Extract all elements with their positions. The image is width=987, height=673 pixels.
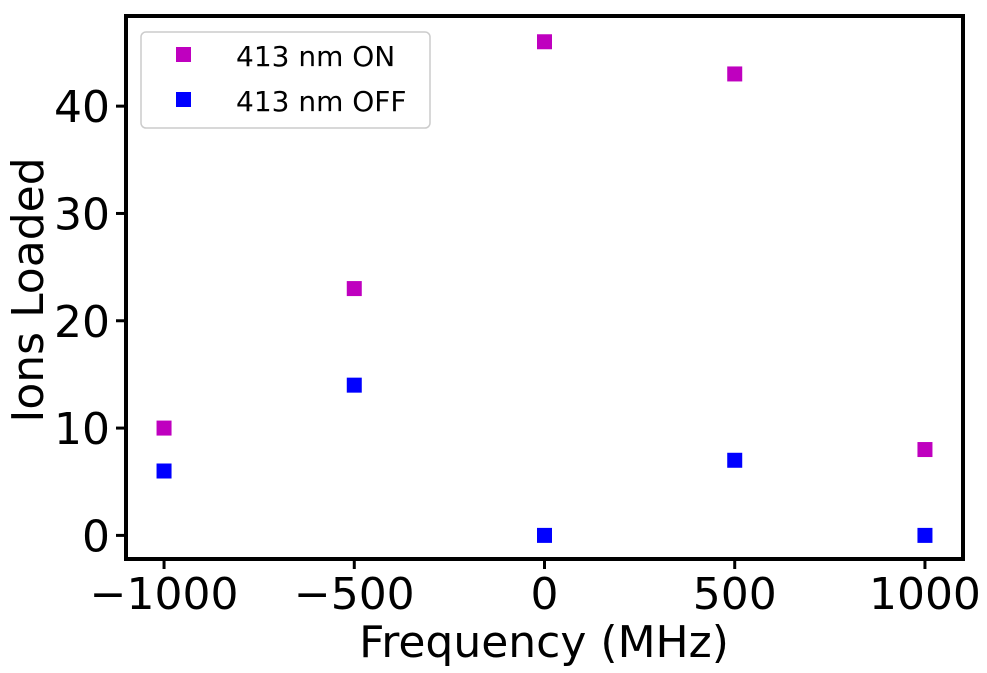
data-point-413-nm-on [727, 66, 743, 82]
y-axis-label: Ions Loaded [3, 157, 54, 422]
legend-marker-413-on [176, 47, 191, 62]
x-axis-label: Frequency (MHz) [359, 617, 729, 668]
y-tick-label: 0 [82, 511, 110, 562]
data-point-413-nm-off [156, 463, 172, 479]
data-markers [156, 34, 933, 543]
legend: 413 nm ON 413 nm OFF [140, 31, 431, 129]
legend-marker-413-off [176, 92, 191, 107]
y-tick-label: 40 [54, 82, 110, 133]
x-tick-label: −1000 [90, 569, 239, 620]
data-point-413-nm-off [537, 527, 552, 543]
data-point-413-nm-on [537, 34, 552, 50]
data-point-413-nm-on [346, 281, 362, 297]
x-tick-label: 1000 [869, 569, 981, 620]
legend-box [140, 31, 431, 129]
data-point-413-nm-on [917, 442, 933, 458]
data-point-413-nm-off [917, 527, 933, 543]
ticks [116, 104, 927, 569]
y-tick-label: 10 [54, 404, 110, 455]
tick-labels: −1000 −500 0 500 1000 0 10 20 30 40 [54, 82, 981, 620]
legend-label-413-off: 413 nm OFF [236, 85, 407, 118]
data-point-413-nm-off [727, 452, 743, 468]
data-point-413-nm-off [346, 377, 362, 393]
x-tick-label: 0 [531, 569, 559, 620]
x-tick-label: 500 [693, 569, 777, 620]
y-tick-label: 20 [54, 297, 110, 348]
legend-label-413-on: 413 nm ON [236, 40, 395, 73]
y-tick-label: 30 [54, 189, 110, 240]
x-tick-label: −500 [294, 569, 415, 620]
data-point-413-nm-on [156, 420, 172, 436]
